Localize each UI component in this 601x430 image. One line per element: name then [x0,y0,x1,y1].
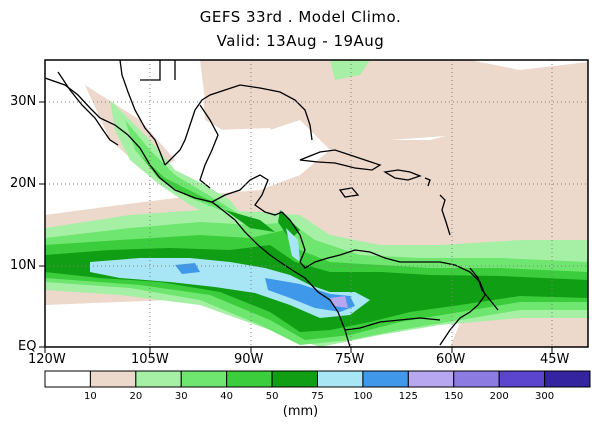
lat-label-10n: 10N [10,258,37,273]
colorbar-swatch [135,370,182,388]
colorbar-level-label: 150 [444,391,464,402]
colorbar-level-label: 30 [174,391,188,402]
colorbar-swatch [226,370,273,388]
axis-ticks [39,101,553,353]
colorbar-level-label: 200 [489,391,509,402]
colorbar-swatch [362,370,409,388]
lon-label-105w: 105W [131,352,169,367]
map-title-line1: GEFS 33rd . Model Climo. [199,8,402,26]
colorbar [44,370,591,388]
lon-label-60w: 60W [436,352,466,367]
colorbar-units: (mm) [282,404,319,419]
lat-label-20n: 20N [10,176,37,191]
colorbar-swatch [407,370,455,388]
lon-label-45w: 45W [540,352,570,367]
coastlines [45,60,499,347]
colorbar-swatch [44,370,91,388]
colorbar-swatch [271,370,319,388]
colorbar-level-label: 50 [265,391,279,402]
lat-label-30n: 30N [10,94,37,109]
precip-field [45,60,588,347]
lon-label-90w: 90W [234,352,264,367]
colorbar-level-label: 75 [311,391,324,402]
colorbar-level-label: 10 [84,391,97,402]
colorbar-level-label: 125 [398,391,418,402]
grid-lines [45,60,588,347]
colorbar-level-label: 300 [535,391,555,402]
lon-label-120w: 120W [28,352,66,367]
colorbar-level-label: 40 [220,391,234,402]
colorbar-level-label: 20 [129,391,143,402]
map-title-line2: Valid: 13Aug - 19Aug [216,32,385,50]
map-frame [44,59,589,348]
colorbar-swatch [498,370,546,388]
colorbar-swatch [89,370,137,388]
lat-label-eq: EQ [18,339,37,354]
colorbar-level-label: 100 [353,391,373,402]
lon-label-75w: 75W [335,352,365,367]
colorbar-swatch [544,370,591,388]
colorbar-swatch [180,370,228,388]
colorbar-swatch [317,370,364,388]
colorbar-swatch [453,370,500,388]
